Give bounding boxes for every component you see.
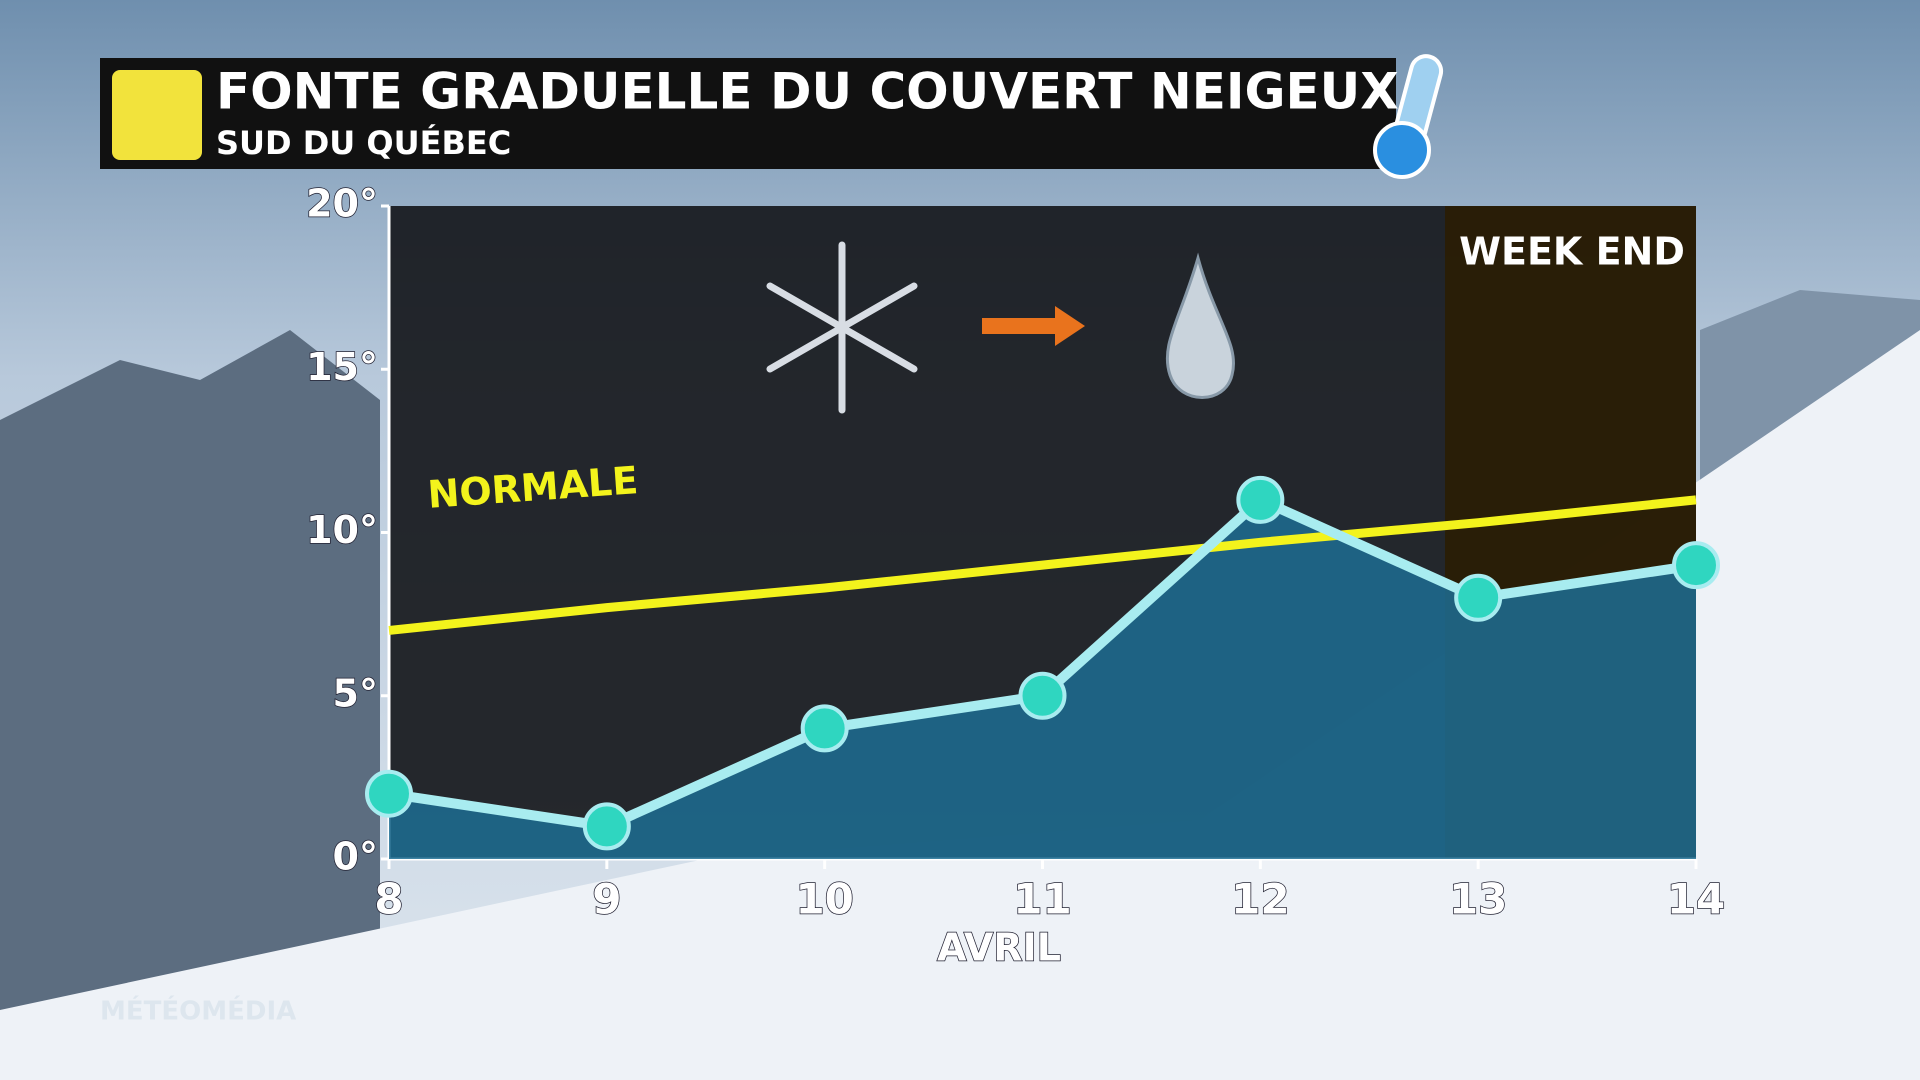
title-bar <box>100 58 1396 169</box>
arrow-icon <box>982 306 1085 346</box>
x-tick-label: 14 <box>1667 875 1725 924</box>
point <box>365 769 413 818</box>
x-tick-label: 12 <box>1231 875 1289 924</box>
brand: MÉTÉOMÉDIA <box>100 995 296 1027</box>
y-tick-label: 20° <box>306 182 378 226</box>
x-tick-label: 9 <box>592 875 621 924</box>
mountain <box>0 330 380 1080</box>
thermometer-icon <box>1373 54 1444 179</box>
y-tick-label: 10° <box>306 508 378 552</box>
snow-slope <box>0 330 1920 1080</box>
subtitle: SUD DU QUÉBEC <box>216 124 511 162</box>
point <box>582 802 631 851</box>
x-tick-label: 8 <box>374 875 403 924</box>
point <box>800 704 849 753</box>
point <box>1236 475 1285 524</box>
snowflake-icon <box>766 241 918 414</box>
point <box>1018 671 1067 720</box>
line <box>388 495 1697 635</box>
point <box>1672 541 1720 590</box>
x-axis-label: AVRIL <box>937 926 1061 970</box>
drop-icon <box>1165 252 1235 399</box>
logo <box>112 70 202 160</box>
area <box>389 499 1696 859</box>
x-tick-label: 11 <box>1013 875 1071 924</box>
y-tick-label: 0° <box>333 835 378 879</box>
x-tick-label: 13 <box>1449 875 1507 924</box>
x-tick-label: 10 <box>795 875 853 924</box>
title: FONTE GRADUELLE DU COUVERT NEIGEUX <box>216 63 1399 121</box>
y-tick-label: 5° <box>333 671 378 715</box>
y-tick-label: 15° <box>306 345 378 389</box>
weekend-label: WEEK END <box>1459 230 1685 274</box>
point <box>1454 573 1503 622</box>
